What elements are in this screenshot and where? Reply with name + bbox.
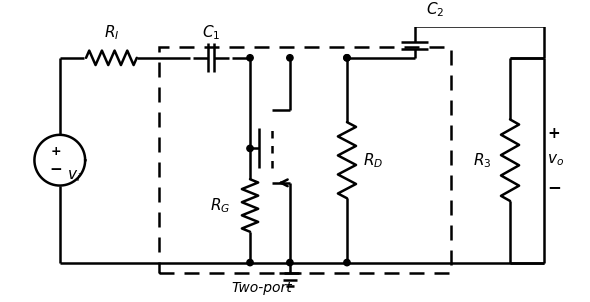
- Bar: [159, 47, 451, 273]
- Circle shape: [247, 259, 253, 266]
- Text: $C_2$: $C_2$: [426, 0, 444, 19]
- Text: Two-port: Two-port: [231, 281, 292, 295]
- Circle shape: [287, 259, 293, 266]
- Text: $R_G$: $R_G$: [210, 196, 230, 215]
- Text: −: −: [547, 178, 561, 196]
- Text: $R_D$: $R_D$: [363, 151, 384, 169]
- Text: $C_1$: $C_1$: [202, 23, 220, 41]
- Circle shape: [344, 55, 350, 61]
- Circle shape: [344, 259, 350, 266]
- Text: −: −: [50, 162, 63, 177]
- Circle shape: [344, 55, 350, 61]
- Text: $R_I$: $R_I$: [104, 23, 119, 41]
- Text: $v_i$: $v_i$: [67, 169, 81, 184]
- Circle shape: [287, 55, 293, 61]
- Text: $R_3$: $R_3$: [473, 151, 492, 169]
- Circle shape: [247, 55, 253, 61]
- Text: +: +: [547, 126, 560, 140]
- Text: +: +: [51, 145, 61, 158]
- Circle shape: [247, 145, 253, 152]
- Text: $v_o$: $v_o$: [547, 152, 564, 168]
